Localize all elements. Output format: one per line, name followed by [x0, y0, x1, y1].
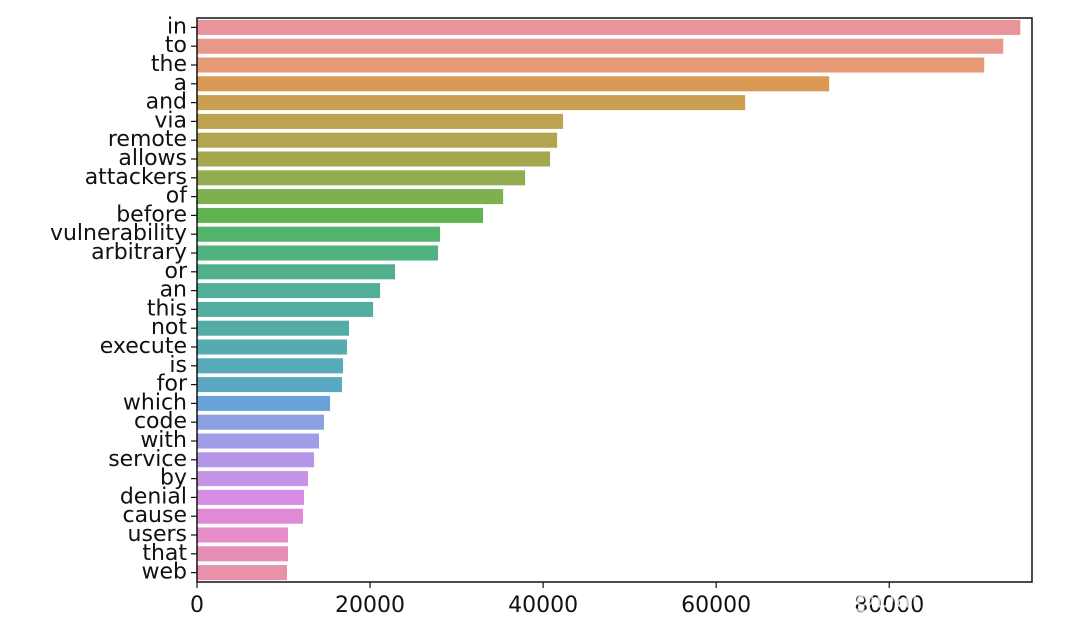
y-tick-label: before	[116, 202, 187, 227]
y-tick-label: an	[160, 278, 187, 303]
bar	[197, 301, 374, 317]
y-tick-label: remote	[108, 127, 187, 152]
y-tick-label: execute	[100, 334, 187, 359]
y-tick-label: by	[160, 466, 187, 491]
bar	[197, 414, 325, 430]
bar	[197, 377, 343, 393]
y-tick-label: is	[169, 353, 187, 378]
bar	[197, 565, 287, 581]
bar	[197, 57, 985, 73]
y-tick-label: code	[134, 409, 187, 434]
x-tick-label: 0	[190, 593, 204, 618]
bar	[197, 245, 439, 261]
bar	[197, 151, 551, 167]
bar	[197, 358, 344, 374]
bar	[197, 132, 558, 148]
y-tick-label: arbitrary	[91, 240, 187, 265]
y-tick-label: vulnerability	[50, 221, 187, 246]
y-tick-label: which	[123, 390, 187, 415]
bar	[197, 433, 320, 449]
y-tick-label: cause	[122, 503, 187, 528]
x-tick-label: 60000	[681, 593, 751, 618]
watermark: 知乎 @DataFountain	[789, 585, 1050, 615]
bar	[197, 226, 441, 242]
bar	[197, 19, 1021, 35]
x-tick-label: 40000	[508, 593, 578, 618]
y-tick-label: that	[142, 541, 187, 566]
bar	[197, 395, 331, 411]
y-tick-label: for	[157, 372, 188, 397]
bar	[197, 170, 526, 186]
bar	[197, 471, 309, 487]
y-tick-label: or	[164, 259, 187, 284]
bar	[197, 189, 504, 205]
bar	[197, 339, 348, 355]
y-tick-label: users	[128, 522, 187, 547]
y-tick-label: the	[151, 52, 187, 77]
plot-frame	[196, 17, 1033, 583]
y-tick-label: to	[165, 33, 187, 58]
y-tick-label: of	[166, 184, 188, 209]
y-tick-label: with	[140, 428, 187, 453]
bar	[197, 527, 289, 543]
bar	[197, 489, 305, 505]
bar	[197, 508, 303, 524]
y-tick-label: in	[167, 14, 187, 39]
y-tick-label: this	[147, 296, 187, 321]
y-tick-label: allows	[118, 146, 187, 171]
bar	[197, 113, 564, 129]
y-tick-label: web	[142, 560, 188, 585]
y-tick-label: attackers	[85, 165, 187, 190]
bar	[197, 452, 315, 468]
y-tick-label: denial	[120, 484, 187, 509]
bar	[197, 76, 830, 92]
x-tick-label: 80000	[854, 593, 924, 618]
y-tick-label: service	[108, 447, 187, 472]
y-tick-label: via	[154, 108, 187, 133]
bar	[197, 283, 381, 299]
bar	[197, 546, 289, 562]
y-tick-label: and	[146, 90, 187, 115]
bar	[197, 264, 396, 280]
bar	[197, 320, 350, 336]
y-tick-label: a	[174, 71, 187, 96]
bar	[197, 207, 484, 223]
y-tick-label: not	[151, 315, 187, 340]
bar	[197, 95, 746, 111]
x-tick-label: 20000	[335, 593, 405, 618]
bar	[197, 38, 1004, 54]
